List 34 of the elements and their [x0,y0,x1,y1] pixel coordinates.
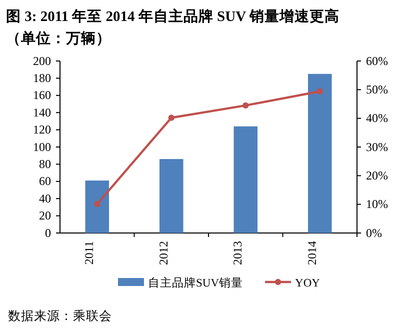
y-tick-label: 180 [33,71,51,86]
x-tick-label: 2011 [82,241,96,265]
legend-label: YOY [295,278,321,290]
y2-tick-label: 20% [366,168,388,183]
point [316,88,323,94]
y-tick-label: 140 [33,105,51,120]
y2-tick-label: 40% [366,111,388,126]
chart-title: 图 3: 2011 年至 2014 年自主品牌 SUV 销量增速更高（单位：万辆） [6,7,340,47]
y-tick-label: 40 [39,191,51,206]
y2-tick-label: 0% [366,226,382,240]
y2-tick-label: 30% [366,140,388,154]
y-tick-label: 80 [39,157,51,172]
point [168,114,174,121]
x-tick-label: 2014 [304,241,319,265]
y-tick-label: 200 [33,54,51,68]
y2-tick-label: 60% [366,54,388,68]
y-tick-label: 120 [33,122,51,137]
x-tick-label: 2013 [230,241,245,265]
y-tick-label: 60 [39,174,51,188]
bar [308,74,332,233]
y-tick-label: 0 [45,226,51,240]
y-tick-label: 100 [33,140,51,154]
y2-tick-label: 10% [366,197,388,212]
point [94,200,100,208]
bar [234,126,258,233]
bar [159,159,184,233]
legend-label: 自主品牌SUV销量 [148,276,244,290]
point [242,102,249,109]
y-tick-label: 160 [33,88,51,102]
y-tick-label: 20 [39,208,51,223]
x-tick-label: 2012 [156,241,170,265]
y2-tick-label: 50% [366,82,388,97]
bar [85,180,110,233]
source-note: 数据来源：乘联会 [8,309,112,323]
